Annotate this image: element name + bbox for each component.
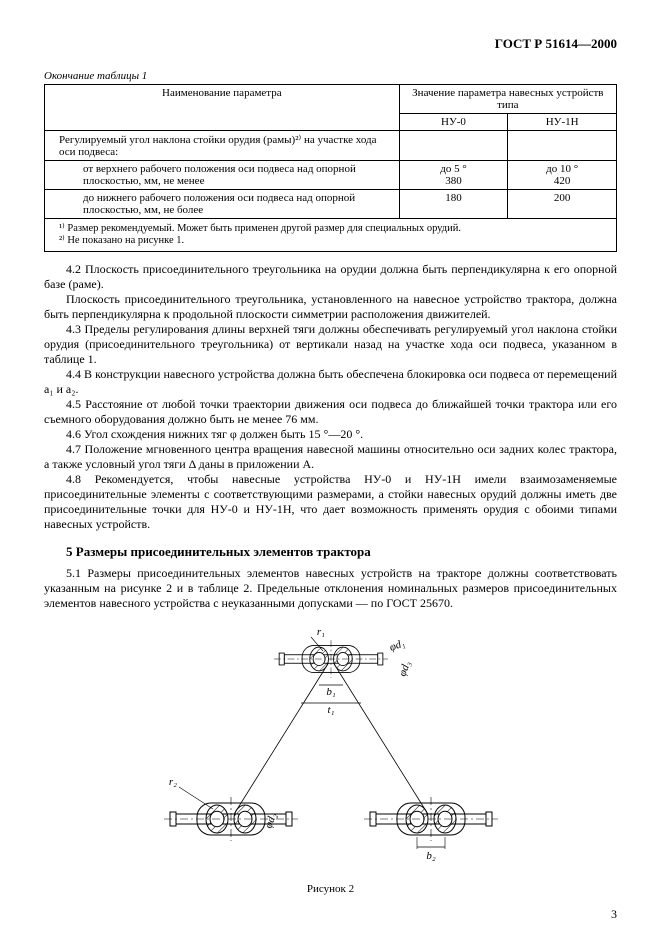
row-v2-2: 200 xyxy=(508,190,617,219)
p-4-7: 4.7 Положение мгновенного центра вращени… xyxy=(44,442,617,472)
p-4-2b: Плоскость присоединительного треугольник… xyxy=(44,292,617,322)
row-v1-2: 180 xyxy=(399,190,508,219)
figure-2: b₁t₁r₁φd₁φd₃r₂φd₂b₂ xyxy=(141,619,521,879)
p-5-1: 5.1 Размеры присоединительных элементов … xyxy=(44,566,617,611)
note-2: ²⁾ Не показано на рисунке 1. xyxy=(59,234,608,246)
section-5-heading: 5 Размеры присоединительных элементов тр… xyxy=(66,544,617,560)
svg-text:φd₁: φd₁ xyxy=(387,637,406,654)
parameter-table: Наименование параметра Значение параметр… xyxy=(44,84,617,219)
th-col1: НУ-0 xyxy=(399,114,508,131)
svg-text:b₂: b₂ xyxy=(426,850,436,862)
doc-code: ГОСТ Р 51614—2000 xyxy=(44,36,617,52)
row-v1-1: до 5 ° 380 xyxy=(399,161,508,190)
row-label-0: Регулируемый угол наклона стойки орудия … xyxy=(45,131,400,161)
page-number: 3 xyxy=(611,907,617,922)
svg-text:t₁: t₁ xyxy=(327,704,334,716)
svg-text:r₁: r₁ xyxy=(316,626,324,638)
note-1: ¹⁾ Размер рекомендуемый. Может быть прим… xyxy=(59,222,608,234)
body-text: 4.2 Плоскость присоединительного треугол… xyxy=(44,262,617,532)
table-caption: Окончание таблицы 1 xyxy=(44,70,617,82)
row-label-2: до нижнего рабочего положения оси подвес… xyxy=(45,190,400,219)
p-4-5: 4.5 Расстояние от любой точки траектории… xyxy=(44,397,617,427)
row-v2-1: до 10 ° 420 xyxy=(508,161,617,190)
p-4-6: 4.6 Угол схождения нижних тяг φ должен б… xyxy=(44,427,617,442)
p-4-8: 4.8 Рекомендуется, чтобы навесные устрой… xyxy=(44,472,617,532)
th-group: Значение параметра навесных устройств ти… xyxy=(399,85,616,114)
svg-text:r₂: r₂ xyxy=(168,776,176,788)
th-param: Наименование параметра xyxy=(45,85,400,131)
p-4-3: 4.3 Пределы регулирования длины верхней … xyxy=(44,322,617,367)
th-col2: НУ-1Н xyxy=(508,114,617,131)
p-4-4: 4.4 В конструкции навесного устройства д… xyxy=(44,367,617,397)
figure-2-caption: Рисунок 2 xyxy=(44,883,617,895)
p-4-2: 4.2 Плоскость присоединительного треугол… xyxy=(44,262,617,292)
svg-text:φd₃: φd₃ xyxy=(396,659,413,678)
row-label-1: от верхнего рабочего положения оси подве… xyxy=(45,161,400,190)
row-v2-0 xyxy=(508,131,617,161)
svg-text:b₁: b₁ xyxy=(326,686,336,698)
row-v1-0 xyxy=(399,131,508,161)
table-notes: ¹⁾ Размер рекомендуемый. Может быть прим… xyxy=(44,219,617,252)
